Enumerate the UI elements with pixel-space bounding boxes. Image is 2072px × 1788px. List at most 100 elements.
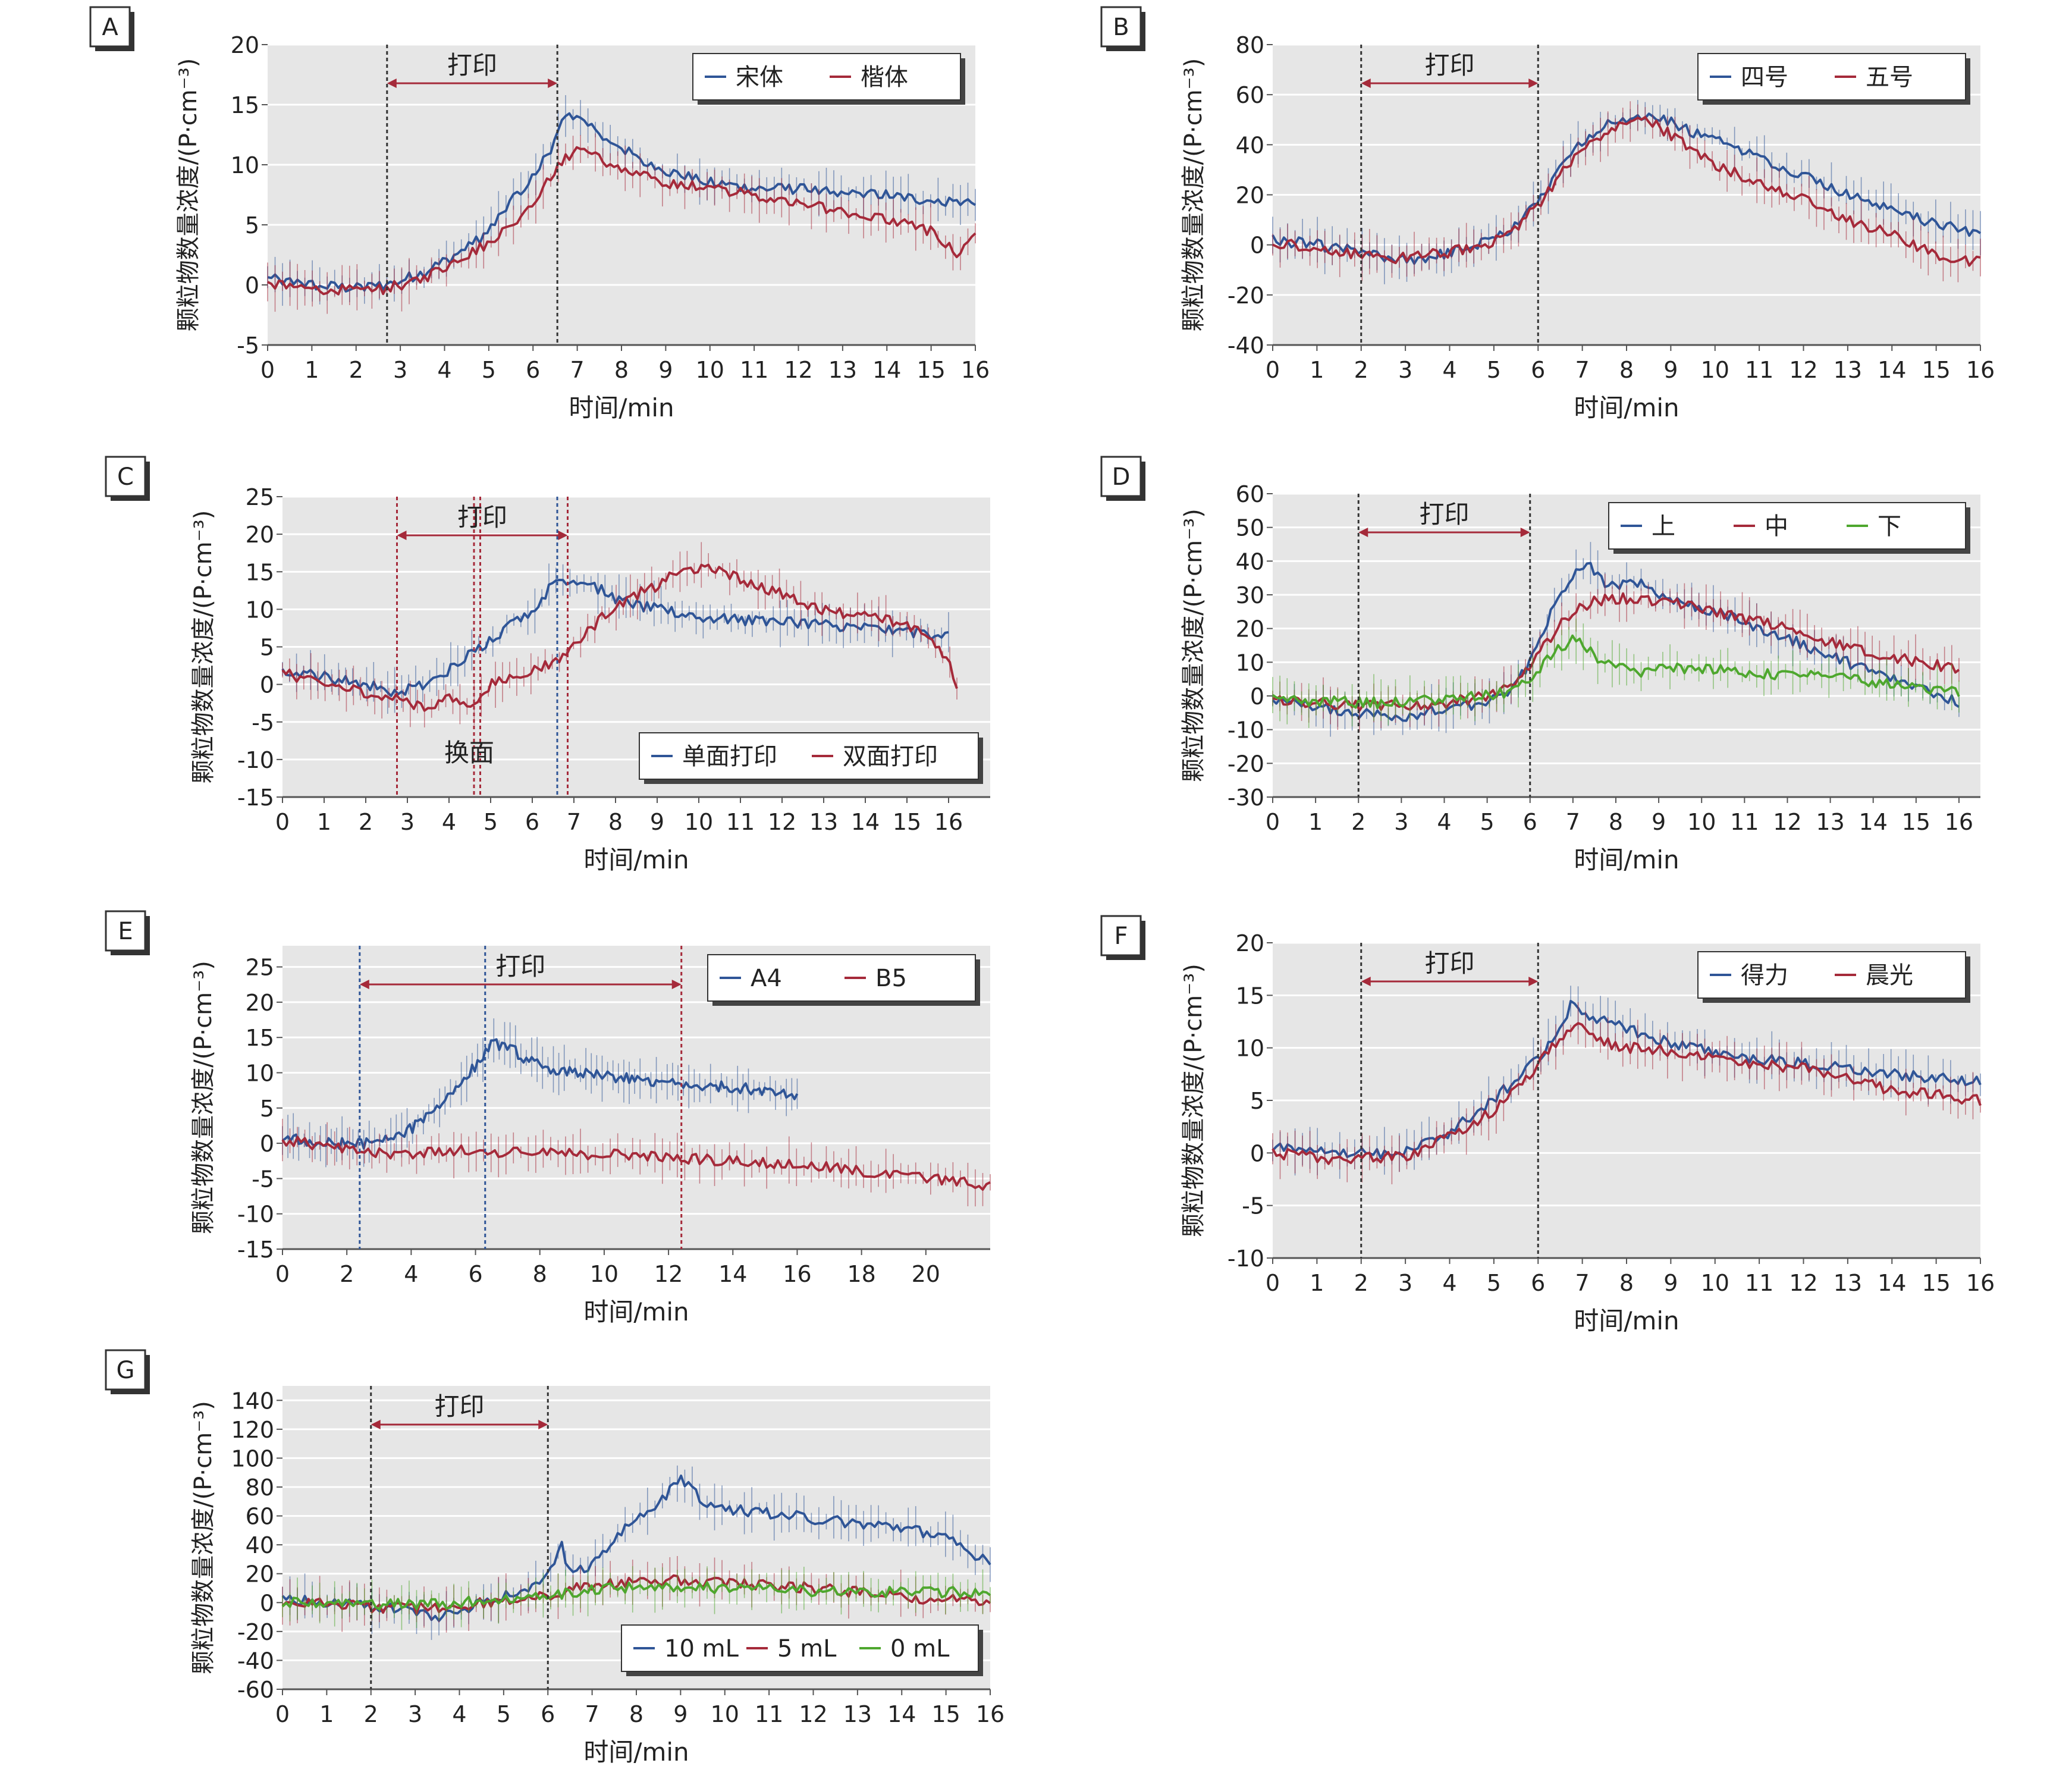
- arrowhead-left: [359, 980, 369, 989]
- arrowhead-right: [1528, 977, 1539, 986]
- x-tick-label: 6: [525, 809, 539, 835]
- x-tick-label: 13: [1816, 809, 1844, 835]
- y-tick-label: 0: [245, 272, 259, 299]
- x-tick-label: 11: [1745, 1270, 1773, 1296]
- panel-letter: G: [117, 1357, 135, 1384]
- x-tick-label: 9: [1663, 357, 1678, 383]
- x-tick-label: 12: [799, 1701, 827, 1727]
- series-line: [267, 112, 977, 293]
- y-tick-label: -60: [237, 1677, 274, 1703]
- panel-letter-box: [105, 910, 146, 952]
- y-tick-label: 0: [260, 1131, 274, 1157]
- arrowhead-right: [538, 1420, 548, 1429]
- x-tick-label: 15: [1902, 809, 1930, 835]
- x-tick-label: 12: [654, 1261, 683, 1287]
- print-label: 打印: [434, 1392, 484, 1421]
- y-axis-label: 颗粒物数量浓度/(P·cm⁻³): [1180, 509, 1207, 782]
- panel-letter: A: [102, 14, 118, 41]
- x-tick-label: 4: [1437, 809, 1451, 835]
- x-tick-label: 10: [711, 1701, 739, 1727]
- x-tick-label: 2: [1351, 809, 1365, 835]
- x-tick-label: 5: [1480, 809, 1495, 835]
- x-tick-label: 2: [359, 809, 373, 835]
- x-tick-label: 2: [1354, 1270, 1368, 1296]
- x-tick-label: 16: [961, 357, 990, 383]
- x-tick-label: 8: [1609, 809, 1623, 835]
- y-tick-label: -10: [1227, 717, 1264, 744]
- legend-label: 10 mL: [664, 1635, 739, 1662]
- legend: [639, 732, 979, 780]
- x-tick-label: 3: [1394, 809, 1408, 835]
- legend: [692, 53, 961, 101]
- x-tick-label: 1: [319, 1701, 334, 1727]
- x-tick-label: 9: [673, 1701, 687, 1727]
- y-axis-label: 颗粒物数量浓度/(P·cm⁻³): [190, 961, 217, 1234]
- y-tick-label: 15: [231, 92, 259, 118]
- x-tick-label: 3: [1398, 1270, 1412, 1296]
- x-tick-label: 6: [526, 357, 540, 383]
- x-tick-label: 0: [1266, 809, 1280, 835]
- x-axis-label: 时间/min: [583, 1297, 689, 1326]
- x-axis-label: 时间/min: [1574, 393, 1679, 422]
- y-tick-label: -5: [237, 332, 259, 359]
- x-tick-label: 5: [497, 1701, 511, 1727]
- x-tick-label: 12: [784, 357, 812, 383]
- y-tick-label: 20: [1236, 183, 1264, 209]
- legend-label: 宋体: [736, 64, 783, 91]
- y-tick-label: 40: [1236, 132, 1264, 158]
- y-tick-label: 5: [260, 635, 274, 661]
- y-tick-label: -15: [237, 1237, 274, 1263]
- x-tick-label: 16: [1966, 357, 1995, 383]
- y-tick-label: 20: [246, 1561, 274, 1588]
- y-tick-label: -5: [252, 1166, 274, 1192]
- x-tick-label: 11: [755, 1701, 783, 1727]
- y-tick-label: 80: [1236, 32, 1264, 58]
- x-tick-label: 16: [934, 809, 963, 835]
- x-tick-label: 7: [567, 809, 581, 835]
- x-tick-label: 2: [1354, 357, 1368, 383]
- x-tick-label: 1: [1310, 1270, 1324, 1296]
- x-tick-label: 7: [1575, 357, 1590, 383]
- x-tick-label: 5: [482, 357, 496, 383]
- y-tick-label: -20: [237, 1619, 274, 1645]
- y-tick-label: 15: [1236, 983, 1264, 1009]
- legend: [1608, 502, 1966, 550]
- y-tick-label: 0: [260, 1590, 274, 1616]
- x-tick-label: 15: [916, 357, 945, 383]
- x-tick-label: 14: [1878, 357, 1906, 383]
- y-tick-label: 5: [1250, 1088, 1264, 1114]
- y-tick-label: 40: [246, 1532, 274, 1558]
- panel-letter: C: [117, 463, 134, 491]
- legend-label: 中: [1765, 513, 1788, 540]
- x-tick-label: 10: [685, 809, 713, 835]
- legend-label: 四号: [1741, 64, 1788, 91]
- y-tick-label: -20: [1227, 283, 1264, 309]
- x-tick-label: 4: [1442, 357, 1456, 383]
- x-tick-label: 7: [585, 1701, 599, 1727]
- x-tick-label: 6: [1523, 809, 1537, 835]
- y-tick-label: 20: [231, 32, 259, 58]
- x-tick-label: 0: [260, 357, 275, 383]
- arrowhead-left: [1358, 528, 1368, 537]
- panel-letter-box: [1100, 915, 1142, 956]
- x-tick-label: 10: [1701, 1270, 1729, 1296]
- legend-label: B5: [875, 965, 907, 992]
- x-tick-label: 12: [1789, 357, 1817, 383]
- x-tick-label: 6: [1531, 1270, 1545, 1296]
- y-tick-label: 140: [231, 1388, 274, 1414]
- series-1: [281, 1018, 799, 1168]
- x-tick-label: 16: [783, 1261, 811, 1287]
- series-line: [1272, 1022, 1982, 1165]
- x-tick-label: 10: [696, 357, 724, 383]
- x-tick-label: 12: [1773, 809, 1801, 835]
- x-tick-label: 9: [650, 809, 664, 835]
- print-label: 打印: [457, 503, 507, 532]
- x-tick-label: 18: [847, 1261, 875, 1287]
- panel-letter: D: [1112, 463, 1131, 491]
- x-tick-label: 6: [541, 1701, 555, 1727]
- series-2: [1272, 1002, 1982, 1185]
- x-tick-label: 0: [275, 1701, 290, 1727]
- x-axis-label: 时间/min: [583, 845, 689, 874]
